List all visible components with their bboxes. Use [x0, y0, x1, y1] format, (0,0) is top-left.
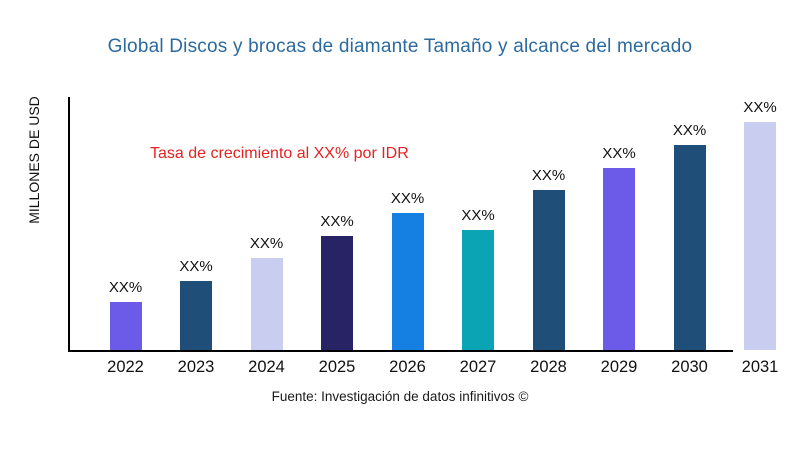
- x-axis-ticks: 2022 2023 2024 2025 2026 2027 2028 2029 2030 2031: [68, 358, 788, 380]
- x-tick-2028: 2028: [530, 358, 567, 376]
- bar-group-2024: XX%: [250, 235, 283, 350]
- bar-2029: [603, 168, 635, 350]
- bar-2031: [744, 122, 776, 350]
- bars-layer: XX% XX% XX% XX% XX% XX% XX% XX% XX% XX%: [68, 97, 788, 350]
- bar-value-label-2025: XX%: [320, 213, 354, 230]
- bar-2023: [180, 281, 212, 350]
- bar-group-2030: XX%: [673, 122, 706, 350]
- x-tick-2030: 2030: [671, 358, 708, 376]
- x-tick-2023: 2023: [177, 358, 215, 376]
- bar-group-2029: XX%: [602, 145, 636, 350]
- bar-group-2027: XX%: [461, 207, 495, 350]
- bar-value-label-2028: XX%: [531, 167, 566, 184]
- bar-2025: [321, 236, 353, 350]
- x-axis-line: [68, 350, 733, 352]
- bar-value-label-2029: XX%: [602, 145, 636, 162]
- growth-rate-annotation: Tasa de crecimiento al XX% por IDR: [150, 145, 409, 162]
- bar-2026: [391, 213, 424, 350]
- x-tick-2024: 2024: [248, 358, 285, 376]
- x-tick-2022: 2022: [107, 358, 144, 376]
- bar-group-2025: XX%: [320, 213, 354, 350]
- bar-group-2031: XX%: [743, 99, 777, 350]
- bar-value-label-2030: XX%: [672, 122, 707, 139]
- bar-2030: [673, 145, 706, 350]
- y-axis-line: [68, 97, 70, 352]
- x-tick-2026: 2026: [389, 358, 426, 376]
- bar-value-label-2024: XX%: [249, 235, 284, 252]
- bar-value-label-2027: XX%: [461, 207, 495, 224]
- x-tick-2027: 2027: [459, 358, 497, 376]
- bar-value-label-2026: XX%: [390, 190, 425, 207]
- x-tick-2029: 2029: [600, 358, 638, 376]
- x-tick-2031: 2031: [741, 358, 779, 376]
- chart-title: Global Discos y brocas de diamante Tamañ…: [107, 36, 693, 57]
- source-footer: Fuente: Investigación de datos infinitiv…: [271, 389, 529, 404]
- bar-group-2023: XX%: [179, 258, 213, 350]
- bar-2024: [250, 258, 283, 350]
- bar-value-label-2031: XX%: [743, 99, 777, 116]
- bar-value-label-2023: XX%: [179, 258, 213, 275]
- x-tick-2025: 2025: [318, 358, 356, 376]
- bar-2027: [462, 230, 494, 350]
- y-axis-label: MILLONES DE USD: [26, 96, 42, 224]
- bar-2028: [532, 190, 565, 350]
- bar-group-2026: XX%: [391, 190, 424, 350]
- bar-group-2022: XX%: [109, 279, 142, 350]
- bar-2022: [109, 302, 142, 350]
- bar-value-label-2022: XX%: [108, 279, 143, 296]
- bar-group-2028: XX%: [532, 167, 565, 350]
